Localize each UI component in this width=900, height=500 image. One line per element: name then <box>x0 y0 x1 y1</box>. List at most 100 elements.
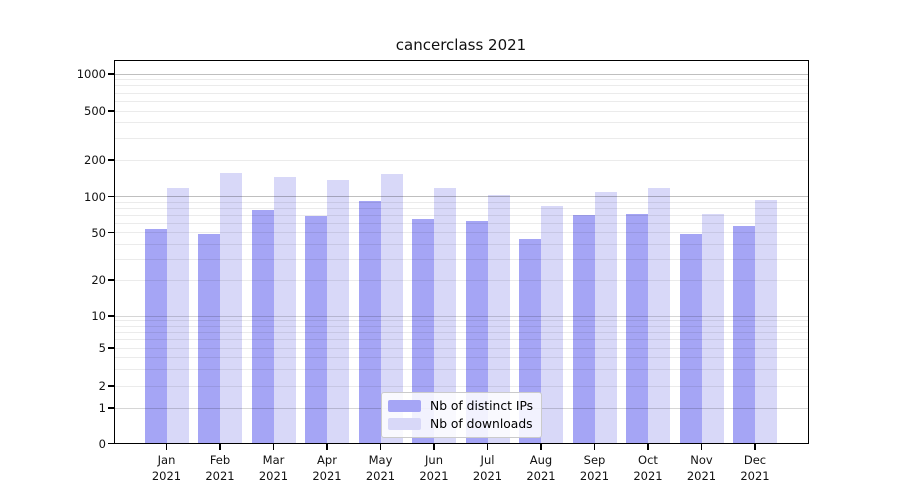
y-tick-label: 0 <box>98 436 106 451</box>
bar-downloads-jan <box>166 187 189 444</box>
x-tick-label: Dec 2021 <box>728 452 782 484</box>
x-tick-label: Sep 2021 <box>568 452 622 484</box>
chart-legend: Nb of distinct IPs Nb of downloads <box>381 392 543 438</box>
gridline <box>114 207 808 209</box>
x-tick-year: 2021 <box>526 469 556 483</box>
y-tick <box>107 110 114 112</box>
x-tick-year: 2021 <box>419 469 449 483</box>
bar-distinct-ips-apr <box>305 215 327 444</box>
x-tick-year: 2021 <box>365 469 396 483</box>
bar-downloads-mar <box>273 176 296 444</box>
x-tick <box>700 443 703 450</box>
x-tick <box>326 443 328 450</box>
chart-title: cancerclass 2021 <box>395 36 527 54</box>
y-tick-label: 1000 <box>76 67 106 81</box>
y-tick-label: 2 <box>98 379 106 393</box>
gridline-major <box>114 73 808 75</box>
gridline <box>114 201 808 203</box>
x-tick-year: 2021 <box>740 469 770 483</box>
y-tick-label: 1 <box>98 401 106 415</box>
bar-downloads-nov <box>701 213 724 444</box>
y-tick <box>107 195 114 198</box>
y-tick-label: 500 <box>84 104 106 118</box>
x-tick <box>379 443 382 450</box>
x-tick-year: 2021 <box>633 469 663 483</box>
legend-item-downloads: Nb of downloads <box>388 417 533 431</box>
y-tick <box>107 232 114 234</box>
bar-downloads-jun <box>434 187 456 444</box>
x-tick-year: 2021 <box>205 469 235 483</box>
gridline <box>114 159 808 161</box>
bar-downloads-sep <box>594 192 617 444</box>
x-tick-year: 2021 <box>579 469 610 483</box>
bar-downloads-feb <box>220 173 242 444</box>
x-tick-month: May <box>368 453 393 467</box>
bar-downloads-oct <box>648 188 670 444</box>
y-tick-label: 200 <box>84 153 106 167</box>
bar-downloads-may <box>380 174 403 444</box>
gridline <box>114 92 808 94</box>
x-tick-label: Nov 2021 <box>675 452 729 484</box>
bar-distinct-ips-oct <box>626 214 648 444</box>
x-tick <box>647 443 649 450</box>
bar-distinct-ips-jan <box>144 228 167 444</box>
x-tick-label: Jul 2021 <box>461 452 515 484</box>
x-tick-month: Sep <box>583 453 606 467</box>
gridline <box>114 85 808 87</box>
bar-downloads-apr <box>327 179 349 444</box>
legend-item-distinct-ips: Nb of distinct IPs <box>388 399 533 413</box>
x-tick-month: Apr <box>317 453 337 467</box>
x-tick-year: 2021 <box>151 469 182 483</box>
x-tick-year: 2021 <box>258 469 289 483</box>
x-tick <box>272 443 275 450</box>
bar-distinct-ips-dec <box>733 225 755 444</box>
x-tick-label: Aug 2021 <box>514 452 568 484</box>
legend-label: Nb of distinct IPs <box>430 399 534 413</box>
x-tick <box>754 443 756 450</box>
y-tick <box>107 315 114 317</box>
bar-distinct-ips-jul <box>465 220 488 444</box>
y-tick <box>107 73 114 75</box>
x-tick <box>433 443 435 450</box>
x-tick-label: Mar 2021 <box>247 452 301 484</box>
bar-distinct-ips-mar <box>251 210 274 444</box>
gridline <box>114 122 808 124</box>
x-tick-label: Jan 2021 <box>140 452 194 484</box>
x-tick <box>540 443 542 450</box>
bar-distinct-ips-may <box>358 200 381 444</box>
legend-swatch-downloads <box>388 418 421 430</box>
gridline-major <box>114 196 808 197</box>
x-tick-year: 2021 <box>472 469 503 483</box>
x-tick-month: Jun <box>425 453 443 467</box>
x-tick-month: Aug <box>529 453 553 467</box>
y-tick-label: 100 <box>84 189 106 204</box>
gridline <box>114 79 808 81</box>
y-tick <box>107 347 114 349</box>
x-tick-month: Dec <box>743 453 767 467</box>
legend-swatch-distinct-ips <box>388 400 421 412</box>
x-tick <box>593 443 596 450</box>
x-tick-month: Mar <box>262 453 285 467</box>
legend-label: Nb of downloads <box>430 417 533 431</box>
y-tick <box>107 279 114 281</box>
x-tick-month: Nov <box>690 453 713 467</box>
y-tick-label: 5 <box>98 341 106 355</box>
x-tick-label: Oct 2021 <box>621 452 675 484</box>
bar-distinct-ips-feb <box>198 233 220 444</box>
y-tick-label: 50 <box>91 225 106 240</box>
x-tick-label: May 2021 <box>354 452 408 484</box>
bar-distinct-ips-sep <box>572 215 595 444</box>
gridline <box>114 110 808 112</box>
x-tick-month: Oct <box>638 453 658 467</box>
x-tick-month: Jul <box>480 453 495 467</box>
x-tick-label: Feb 2021 <box>193 452 247 484</box>
x-tick <box>486 443 489 450</box>
y-tick-label: 10 <box>91 309 106 323</box>
x-tick <box>165 443 168 450</box>
bar-distinct-ips-jun <box>412 218 434 444</box>
x-tick-label: Jun 2021 <box>407 452 461 484</box>
y-tick <box>107 385 114 387</box>
x-tick-year: 2021 <box>686 469 717 483</box>
gridline <box>114 137 808 139</box>
